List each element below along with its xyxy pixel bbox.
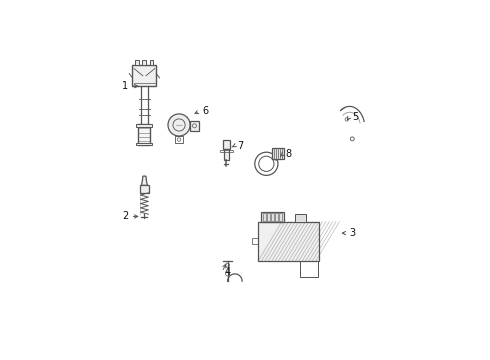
Text: 6: 6 — [202, 106, 208, 116]
Bar — [294, 214, 306, 221]
Text: 5: 5 — [352, 112, 358, 122]
Circle shape — [168, 114, 190, 136]
Bar — [175, 136, 183, 143]
Bar — [135, 60, 139, 66]
Text: 1: 1 — [122, 81, 128, 91]
Bar — [272, 148, 284, 159]
Bar — [263, 213, 266, 221]
Bar — [223, 149, 229, 159]
Bar — [252, 238, 258, 244]
Bar — [270, 213, 274, 221]
Polygon shape — [190, 121, 199, 131]
Bar — [136, 143, 152, 145]
Bar — [143, 60, 147, 66]
Polygon shape — [141, 176, 147, 185]
Bar — [132, 66, 156, 86]
Bar — [261, 212, 284, 221]
Bar — [258, 221, 319, 261]
Bar — [267, 213, 270, 221]
Bar — [136, 124, 152, 127]
Bar — [275, 213, 278, 221]
Bar — [138, 124, 150, 145]
Bar — [140, 185, 149, 193]
Bar — [300, 261, 318, 277]
Text: 7: 7 — [237, 141, 243, 151]
Text: 8: 8 — [286, 149, 292, 159]
Text: 2: 2 — [122, 211, 128, 221]
Text: 4: 4 — [224, 267, 231, 277]
Text: 3: 3 — [349, 228, 355, 238]
Bar — [149, 60, 153, 66]
Bar — [220, 150, 233, 152]
Bar — [222, 140, 230, 149]
Bar — [279, 213, 282, 221]
